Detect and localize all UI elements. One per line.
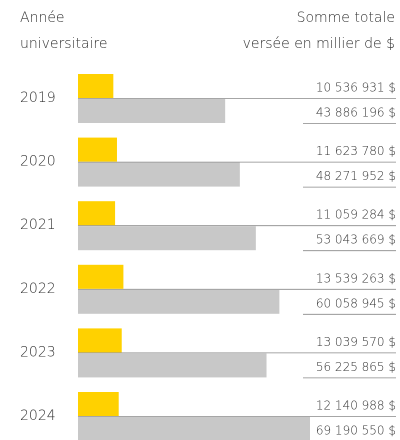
year-label: 2020	[20, 154, 56, 170]
bar	[78, 226, 256, 251]
bar	[78, 162, 240, 187]
value-label: 10 536 931 $	[316, 81, 396, 95]
value-label: 11 623 780 $	[316, 144, 396, 158]
bar	[78, 392, 119, 416]
value-label: 69 190 550 $	[316, 424, 396, 438]
year-label: 2023	[20, 344, 56, 360]
year-label: 2022	[20, 281, 56, 297]
year-label: 2019	[20, 90, 56, 106]
value-label: 43 886 196 $	[316, 106, 396, 120]
category-header: Année	[20, 10, 65, 26]
bar	[78, 201, 116, 226]
bar	[78, 137, 117, 162]
bar	[78, 99, 226, 123]
bar	[78, 328, 122, 353]
category-header: universitaire	[20, 36, 108, 52]
value-label: 13 539 263 $	[316, 271, 396, 285]
value-label: 11 059 284 $	[316, 208, 396, 222]
bar	[78, 264, 124, 289]
year-label: 2024	[20, 408, 56, 424]
value-label: 48 271 952 $	[316, 169, 396, 183]
value-label: 12 140 988 $	[316, 399, 396, 413]
year-label: 2021	[20, 217, 56, 233]
bar	[78, 74, 114, 98]
value-header: versée en millier de $	[243, 36, 395, 52]
bar	[78, 417, 310, 440]
value-label: 13 039 570 $	[316, 335, 396, 349]
value-label: 53 043 669 $	[316, 233, 396, 247]
value-label: 56 225 865 $	[316, 360, 396, 374]
value-header: Somme totale	[297, 10, 395, 26]
value-label: 60 058 945 $	[316, 296, 396, 310]
bar	[78, 353, 267, 378]
bar	[78, 289, 280, 314]
